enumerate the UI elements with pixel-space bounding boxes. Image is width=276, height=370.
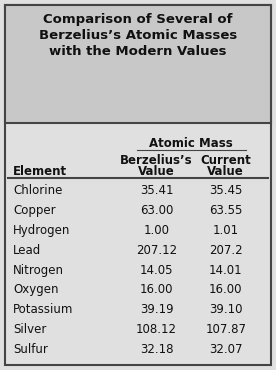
Text: 108.12: 108.12: [136, 323, 177, 336]
Text: with the Modern Values: with the Modern Values: [49, 45, 227, 58]
Text: Chlorine: Chlorine: [13, 184, 62, 197]
Bar: [5, 5, 271, 123]
Text: Current: Current: [200, 154, 251, 167]
Text: 1.01: 1.01: [213, 224, 239, 237]
Text: 16.00: 16.00: [140, 283, 173, 296]
Text: Sulfur: Sulfur: [13, 343, 48, 356]
Text: 63.00: 63.00: [140, 204, 173, 217]
Text: 35.41: 35.41: [140, 184, 173, 197]
Text: Lead: Lead: [13, 244, 41, 257]
Text: 1.00: 1.00: [144, 224, 170, 237]
Text: 39.10: 39.10: [209, 303, 243, 316]
Text: Potassium: Potassium: [13, 303, 73, 316]
Text: Value: Value: [207, 165, 244, 178]
Text: Comparison of Several of: Comparison of Several of: [43, 13, 233, 26]
Text: Silver: Silver: [13, 323, 46, 336]
Text: 16.00: 16.00: [209, 283, 243, 296]
Text: 32.18: 32.18: [140, 343, 173, 356]
Text: 14.01: 14.01: [209, 263, 243, 276]
Text: 107.87: 107.87: [205, 323, 246, 336]
Text: Atomic Mass: Atomic Mass: [149, 137, 233, 150]
Text: Oxygen: Oxygen: [13, 283, 59, 296]
Text: 35.45: 35.45: [209, 184, 243, 197]
Text: Value: Value: [138, 165, 175, 178]
Text: Berzelius’s Atomic Masses: Berzelius’s Atomic Masses: [39, 29, 237, 42]
Text: Element: Element: [13, 165, 67, 178]
Text: 14.05: 14.05: [140, 263, 173, 276]
Text: 207.2: 207.2: [209, 244, 243, 257]
Text: Copper: Copper: [13, 204, 56, 217]
Text: 32.07: 32.07: [209, 343, 243, 356]
Text: 63.55: 63.55: [209, 204, 243, 217]
Text: Hydrogen: Hydrogen: [13, 224, 70, 237]
Text: 39.19: 39.19: [140, 303, 173, 316]
Text: 207.12: 207.12: [136, 244, 177, 257]
Text: Berzelius’s: Berzelius’s: [120, 154, 193, 167]
Text: Nitrogen: Nitrogen: [13, 263, 64, 276]
